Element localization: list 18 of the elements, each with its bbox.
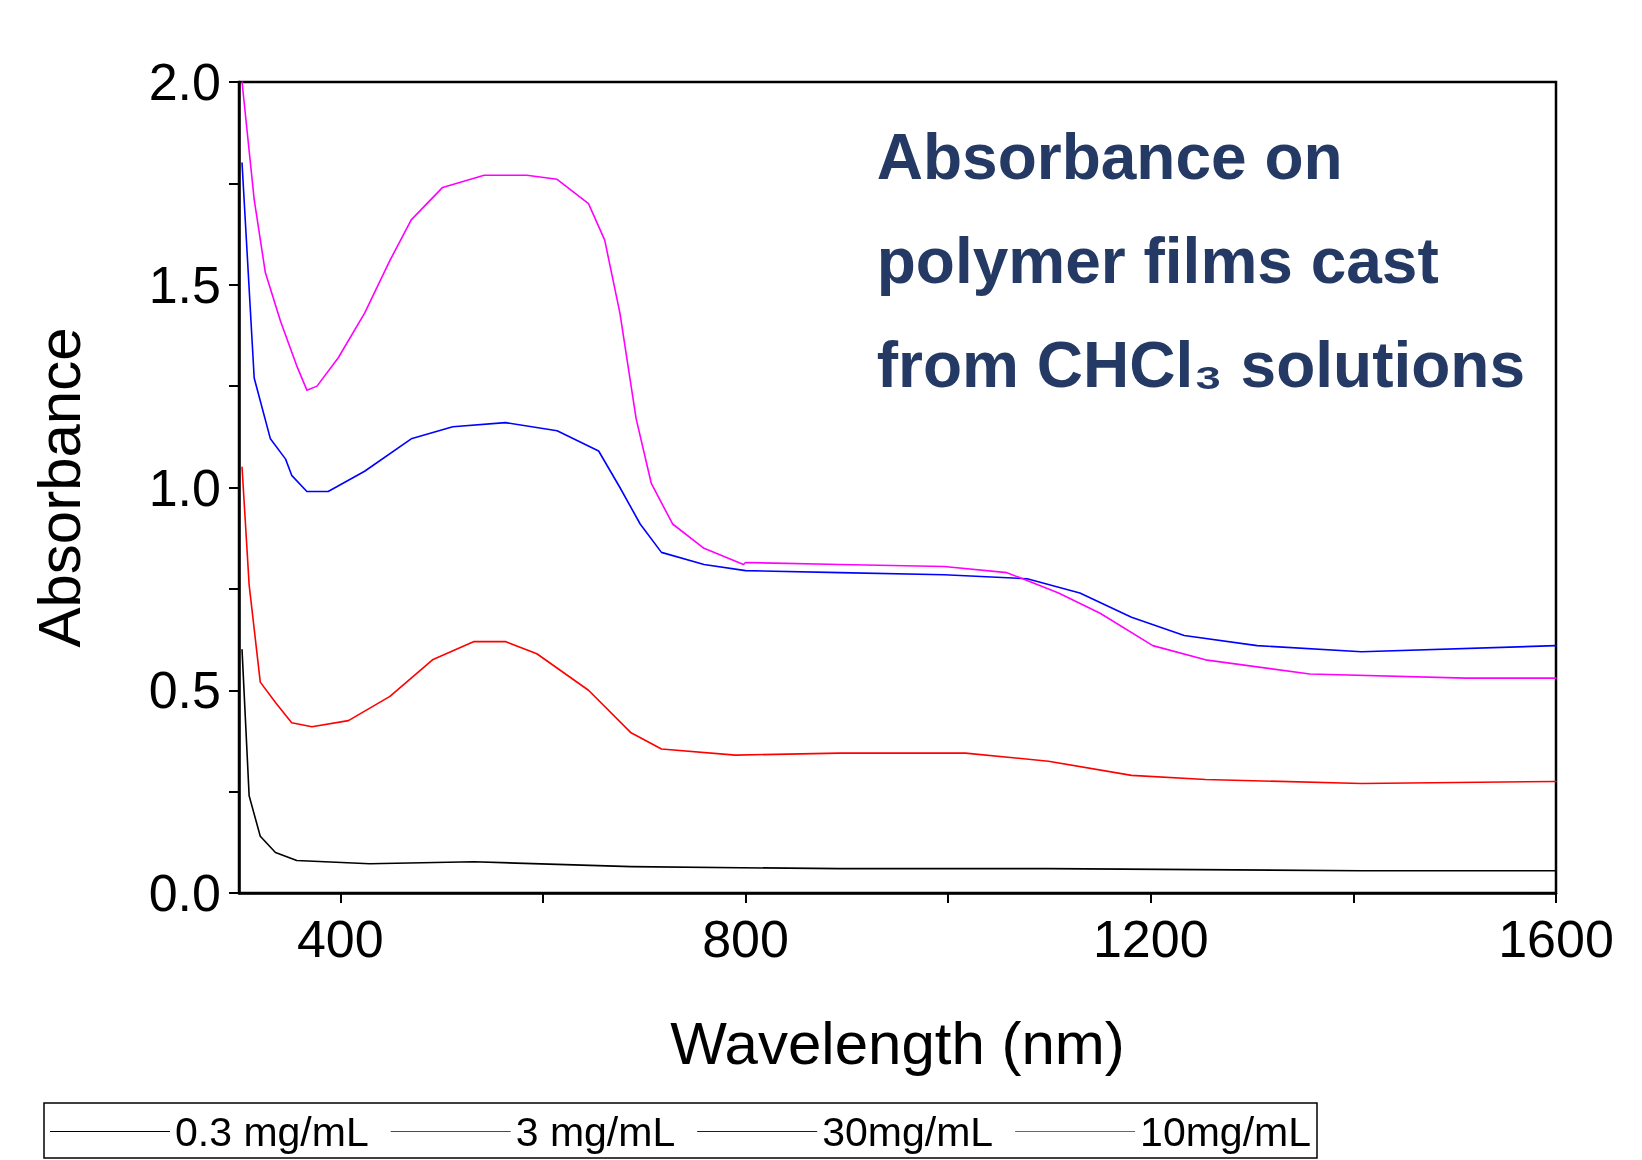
y-tick-label: 1.0: [148, 458, 221, 517]
legend-label: 10mg/mL: [1140, 1108, 1312, 1155]
x-tick-label: 1600: [1498, 910, 1614, 968]
y-tick-label: 0.5: [148, 661, 221, 720]
x-tick-label: 800: [702, 910, 789, 968]
line-series: [241, 81, 1557, 679]
x-tick-label: 400: [296, 910, 384, 968]
text: Absorbance on polymer films cast from CHCl₃ solutions: [876, 121, 1525, 401]
legend-label: 3 mg/mL: [515, 1108, 676, 1155]
line-series: [241, 466, 1557, 785]
y-tick-label: 1.5: [148, 255, 221, 314]
x-tick-label: 1200: [1092, 910, 1209, 968]
y-axis-title: Absorbance: [25, 327, 93, 648]
y-tick-label: 0.0: [148, 864, 221, 922]
legend-label: 0.3 mg/mL: [175, 1108, 369, 1155]
legend-label: 30mg/mL: [822, 1108, 994, 1155]
x-axis-title: Wavelength (nm): [670, 1009, 1125, 1077]
y-tick-label: 2.0: [148, 53, 221, 111]
